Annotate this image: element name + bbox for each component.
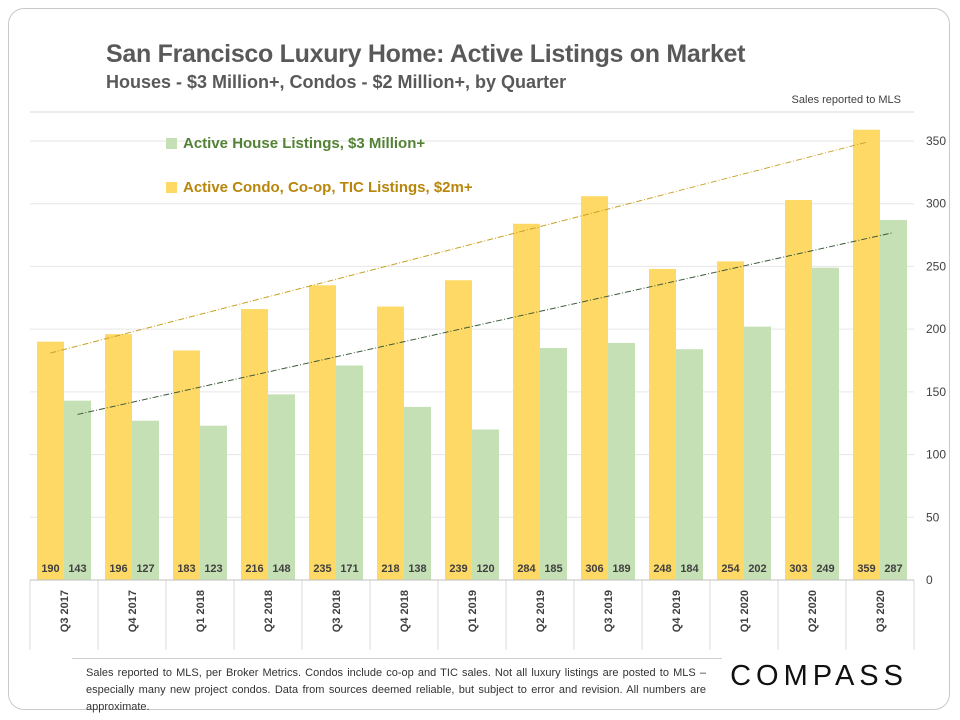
y-tick-label: 200 — [926, 322, 946, 336]
data-label-house: 171 — [340, 563, 358, 575]
bar-house — [268, 394, 295, 580]
data-label-condo: 183 — [177, 563, 195, 575]
bar-condo — [37, 341, 64, 580]
bar-condo — [717, 261, 744, 580]
data-label-condo: 303 — [789, 563, 807, 575]
bar-condo — [173, 350, 200, 580]
x-tick-label: Q2 2018 — [263, 590, 275, 632]
x-tick-label: Q1 2019 — [467, 590, 479, 632]
data-label-condo: 239 — [449, 563, 467, 575]
data-label-condo: 218 — [381, 563, 399, 575]
data-label-house: 148 — [272, 563, 290, 575]
bar-condo — [785, 199, 812, 581]
bar-condo — [853, 129, 880, 580]
data-label-house: 127 — [136, 563, 154, 575]
data-label-house: 123 — [204, 563, 222, 575]
data-label-condo: 248 — [653, 563, 671, 575]
y-tick-label: 0 — [926, 573, 933, 587]
source-note: Sales reported to MLS — [791, 94, 901, 106]
x-tick-label: Q2 2020 — [807, 590, 819, 632]
bar-house — [608, 342, 635, 580]
chart-subtitle: Houses - $3 Million+, Condos - $2 Millio… — [106, 72, 567, 92]
data-label-condo: 235 — [313, 563, 331, 575]
trendline-condo — [50, 141, 867, 354]
bar-house — [336, 365, 363, 580]
data-label-condo: 216 — [245, 563, 263, 575]
x-tick-label: Q3 2018 — [331, 590, 343, 632]
bar-condo — [241, 309, 268, 580]
data-label-house: 184 — [680, 563, 699, 575]
data-label-condo: 306 — [585, 563, 603, 575]
bar-condo — [581, 196, 608, 580]
y-tick-label: 50 — [926, 510, 940, 524]
x-tick-label: Q2 2019 — [535, 590, 547, 632]
data-label-house: 189 — [612, 563, 630, 575]
data-label-house: 287 — [884, 563, 902, 575]
x-tick-label: Q3 2017 — [59, 590, 71, 632]
data-label-condo: 196 — [109, 563, 127, 575]
bar-house — [132, 420, 159, 580]
bar-condo — [649, 268, 676, 580]
x-tick-label: Q1 2020 — [739, 590, 751, 632]
y-tick-label: 350 — [926, 134, 946, 148]
bar-condo — [377, 306, 404, 580]
data-label-condo: 359 — [857, 563, 875, 575]
chart-title: San Francisco Luxury Home: Active Listin… — [106, 40, 746, 68]
x-tick-label: Q3 2020 — [875, 590, 887, 632]
x-tick-label: Q4 2018 — [399, 590, 411, 632]
data-label-house: 138 — [408, 563, 426, 575]
bar-condo — [513, 223, 540, 581]
bar-condo — [309, 285, 336, 580]
data-label-house: 120 — [476, 563, 494, 575]
compass-logo: COMPASS — [730, 660, 908, 692]
y-tick-label: 250 — [926, 259, 946, 273]
bar-house — [540, 347, 567, 580]
bar-house — [472, 429, 499, 580]
x-tick-label: Q4 2019 — [671, 590, 683, 632]
footnote: Sales reported to MLS, per Broker Metric… — [72, 658, 722, 713]
legend-item-house: Active House Listings, $3 Million+ — [166, 135, 425, 152]
bar-house — [880, 220, 907, 580]
legend-swatch-condo — [166, 182, 177, 193]
data-label-condo: 284 — [517, 563, 536, 575]
legend-swatch-house — [166, 138, 177, 149]
bar-house — [676, 349, 703, 580]
bar-condo — [105, 334, 132, 580]
data-label-house: 249 — [816, 563, 834, 575]
x-tick-label: Q3 2019 — [603, 590, 615, 632]
bar-house — [64, 400, 91, 580]
legend-label-house: Active House Listings, $3 Million+ — [183, 135, 426, 152]
bar-house — [744, 326, 771, 580]
slide-frame — [8, 8, 950, 710]
y-tick-label: 100 — [926, 448, 946, 462]
legend-label-condo: Active Condo, Co-op, TIC Listings, $2m+ — [183, 179, 473, 196]
y-tick-label: 300 — [926, 197, 946, 211]
data-label-condo: 254 — [721, 563, 740, 575]
x-tick-label: Q1 2018 — [195, 590, 207, 632]
bar-house — [812, 267, 839, 580]
data-label-house: 185 — [544, 563, 562, 575]
bar-house — [200, 425, 227, 580]
bar-house — [404, 406, 431, 580]
x-tick-label: Q4 2017 — [127, 590, 139, 632]
data-label-house: 143 — [68, 563, 86, 575]
legend-item-condo: Active Condo, Co-op, TIC Listings, $2m+ — [166, 179, 473, 196]
trendline-house — [77, 232, 894, 415]
y-tick-label: 150 — [926, 385, 946, 399]
data-label-house: 202 — [748, 563, 766, 575]
bar-condo — [445, 280, 472, 580]
data-label-condo: 190 — [41, 563, 59, 575]
